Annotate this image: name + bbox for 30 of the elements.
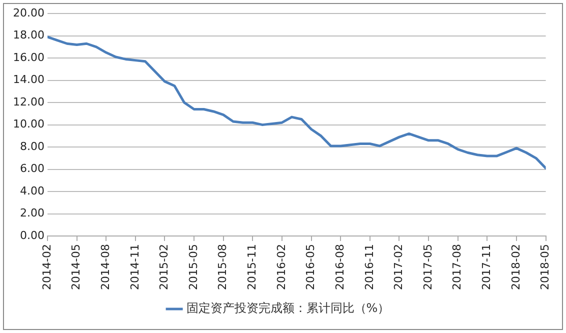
y-tick-label: 12.00 — [12, 95, 44, 108]
x-tick-label: 2018-02 — [509, 244, 522, 290]
y-tick-label: 0.00 — [20, 228, 44, 242]
x-tick-label: 2015-11 — [246, 244, 259, 290]
x-tick-label: 2017-08 — [450, 244, 464, 290]
x-tick-label: 2015-05 — [186, 244, 200, 290]
x-tick-label: 2016-02 — [274, 244, 288, 290]
x-tick-label: 2014-05 — [70, 244, 83, 290]
x-tick-label: 2014-11 — [128, 244, 142, 290]
x-tick-label: 2018-05 — [538, 244, 552, 290]
x-tick-label: 2014-02 — [40, 244, 54, 290]
y-tick-label: 14.00 — [12, 73, 44, 86]
y-tick-label: 10.00 — [12, 118, 44, 131]
x-tick-label: 2017-02 — [392, 244, 406, 290]
x-tick-label: 2015-08 — [216, 244, 230, 290]
y-tick-label: 2.00 — [20, 206, 44, 220]
x-tick-label: 2016-11 — [362, 244, 376, 290]
x-tick-label: 2017-11 — [480, 244, 494, 290]
x-tick-label: 2014-08 — [98, 244, 112, 290]
x-tick-label: 2017-05 — [421, 244, 434, 290]
y-tick-label: 16.00 — [12, 50, 44, 64]
x-tick-label: 2016-05 — [304, 244, 318, 290]
legend-label: 固定资产投资完成额：累计同比（%） — [186, 301, 390, 316]
x-tick-label: 2016-08 — [333, 244, 346, 290]
y-tick-label: 4.00 — [20, 184, 44, 198]
y-tick-label: 18.00 — [12, 28, 44, 42]
y-tick-label: 20.00 — [12, 6, 44, 20]
y-tick-label: 8.00 — [20, 140, 44, 153]
y-tick-label: 6.00 — [20, 162, 44, 176]
x-tick-label: 2015-02 — [158, 244, 171, 290]
